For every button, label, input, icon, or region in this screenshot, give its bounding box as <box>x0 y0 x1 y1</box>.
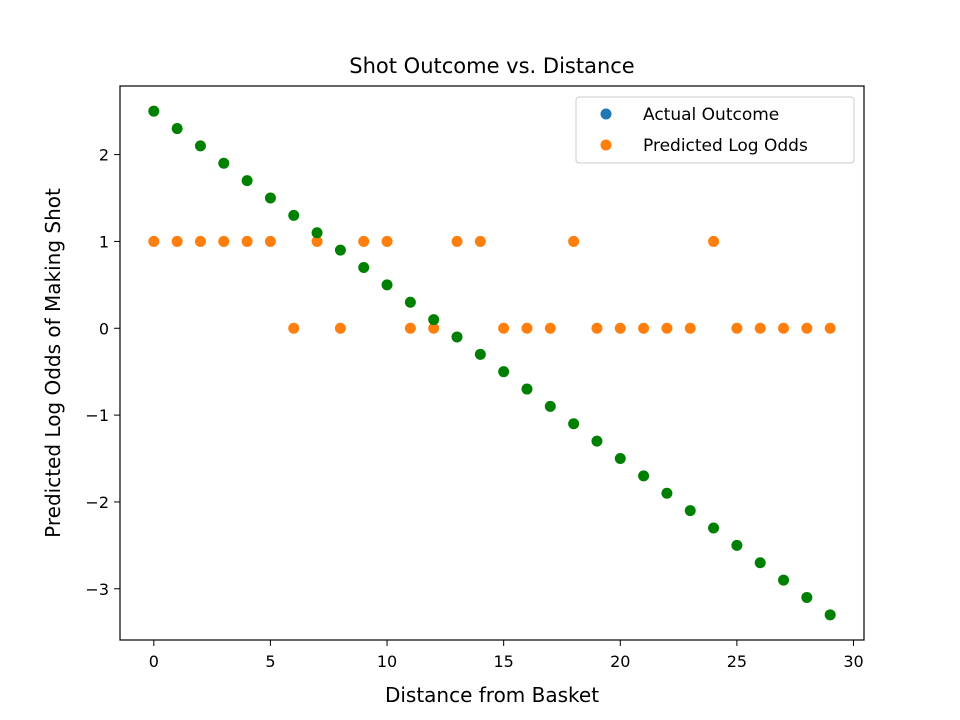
actual-outcome-point <box>474 235 486 247</box>
predicted-log-odds-point <box>778 574 790 586</box>
actual-outcome-point <box>708 235 720 247</box>
predicted-log-odds-point <box>708 522 720 534</box>
y-tick-label-2: 2 <box>99 146 109 165</box>
predicted-log-odds-point <box>731 539 743 551</box>
predicted-log-odds-point <box>638 470 650 482</box>
predicted-log-odds-point <box>311 227 323 239</box>
predicted-log-odds-point <box>614 453 626 465</box>
predicted-log-odds-point <box>381 279 393 291</box>
actual-outcome-point <box>358 235 370 247</box>
y-tick-label--1: −1 <box>85 406 109 425</box>
predicted-log-odds-point <box>404 296 416 308</box>
predicted-log-odds-point <box>521 383 533 395</box>
actual-outcome-point <box>218 235 230 247</box>
x-tick-label-5: 5 <box>265 652 275 671</box>
predicted-log-odds-point <box>568 418 580 430</box>
actual-outcome-point <box>591 322 603 334</box>
predicted-log-odds-point <box>194 140 206 152</box>
y-axis-label: Predicted Log Odds of Making Shot <box>41 188 65 538</box>
legend-label-actual-outcome: Actual Outcome <box>643 105 779 125</box>
predicted-log-odds-point <box>661 487 673 499</box>
actual-outcome-point <box>194 235 206 247</box>
actual-outcome-point <box>568 235 580 247</box>
actual-outcome-point <box>778 322 790 334</box>
predicted-log-odds-point <box>218 157 230 169</box>
actual-outcome-point <box>498 322 510 334</box>
predicted-log-odds-point <box>824 609 836 621</box>
x-tick-label-25: 25 <box>727 652 747 671</box>
plot-frame <box>119 85 865 641</box>
predicted-log-odds-point <box>334 244 346 256</box>
actual-outcome-point <box>638 322 650 334</box>
legend-box <box>575 96 855 164</box>
actual-outcome-point <box>288 322 300 334</box>
x-axis: 0 5 10 15 20 25 30 <box>149 640 864 671</box>
predicted-log-odds-point <box>241 175 253 187</box>
actual-outcome-point <box>241 235 253 247</box>
actual-outcome-point <box>148 235 160 247</box>
predicted-log-odds-point <box>264 192 276 204</box>
predicted-log-odds-point <box>544 400 556 412</box>
actual-outcome-point <box>754 322 766 334</box>
predicted-log-odds-point <box>451 331 463 343</box>
plot-area <box>148 105 836 621</box>
actual-outcome-point <box>264 235 276 247</box>
actual-outcome-point <box>381 235 393 247</box>
x-tick-label-15: 15 <box>493 652 513 671</box>
y-axis: −3 −2 −1 0 1 2 <box>85 146 120 599</box>
x-tick-label-20: 20 <box>610 652 630 671</box>
actual-outcome-point <box>334 322 346 334</box>
predicted-log-odds-point <box>474 348 486 360</box>
chart-title: Shot Outcome vs. Distance <box>349 54 634 78</box>
x-tick-label-0: 0 <box>149 652 159 671</box>
predicted-log-odds-point <box>684 505 696 517</box>
x-tick-label-30: 30 <box>843 652 863 671</box>
predicted-log-odds-point <box>148 105 160 117</box>
actual-outcome-point <box>801 322 813 334</box>
predicted-log-odds-point <box>801 591 813 603</box>
y-tick-label--2: −2 <box>85 493 109 512</box>
predicted-log-odds-point <box>428 314 440 326</box>
x-tick-label-10: 10 <box>377 652 397 671</box>
actual-outcome-point <box>824 322 836 334</box>
predicted-log-odds-point <box>171 123 183 135</box>
predicted-log-odds-point <box>288 209 300 221</box>
predicted-log-odds-point <box>591 435 603 447</box>
actual-outcome-point <box>731 322 743 334</box>
actual-outcome-point <box>171 235 183 247</box>
actual-outcome-point <box>684 322 696 334</box>
x-axis-label: Distance from Basket <box>385 683 599 707</box>
actual-outcome-point <box>404 322 416 334</box>
legend: Actual Outcome Predicted Log Odds <box>575 96 855 164</box>
predicted-log-odds-point <box>754 557 766 569</box>
actual-outcome-point <box>521 322 533 334</box>
y-tick-label-0: 0 <box>99 319 109 338</box>
predicted-log-odds-point <box>358 261 370 273</box>
actual-outcome-point <box>614 322 626 334</box>
y-tick-label--3: −3 <box>85 580 109 599</box>
legend-label-predicted-log-odds: Predicted Log Odds <box>643 136 808 156</box>
actual-outcome-point <box>451 235 463 247</box>
actual-outcome-point <box>428 322 440 334</box>
actual-outcome-point <box>661 322 673 334</box>
actual-outcome-point <box>544 322 556 334</box>
actual-outcome-point <box>311 235 323 247</box>
legend-marker-predicted-log-odds <box>600 139 612 151</box>
y-tick-label-1: 1 <box>99 232 109 251</box>
legend-marker-actual-outcome <box>600 108 612 120</box>
predicted-log-odds-point <box>498 366 510 378</box>
